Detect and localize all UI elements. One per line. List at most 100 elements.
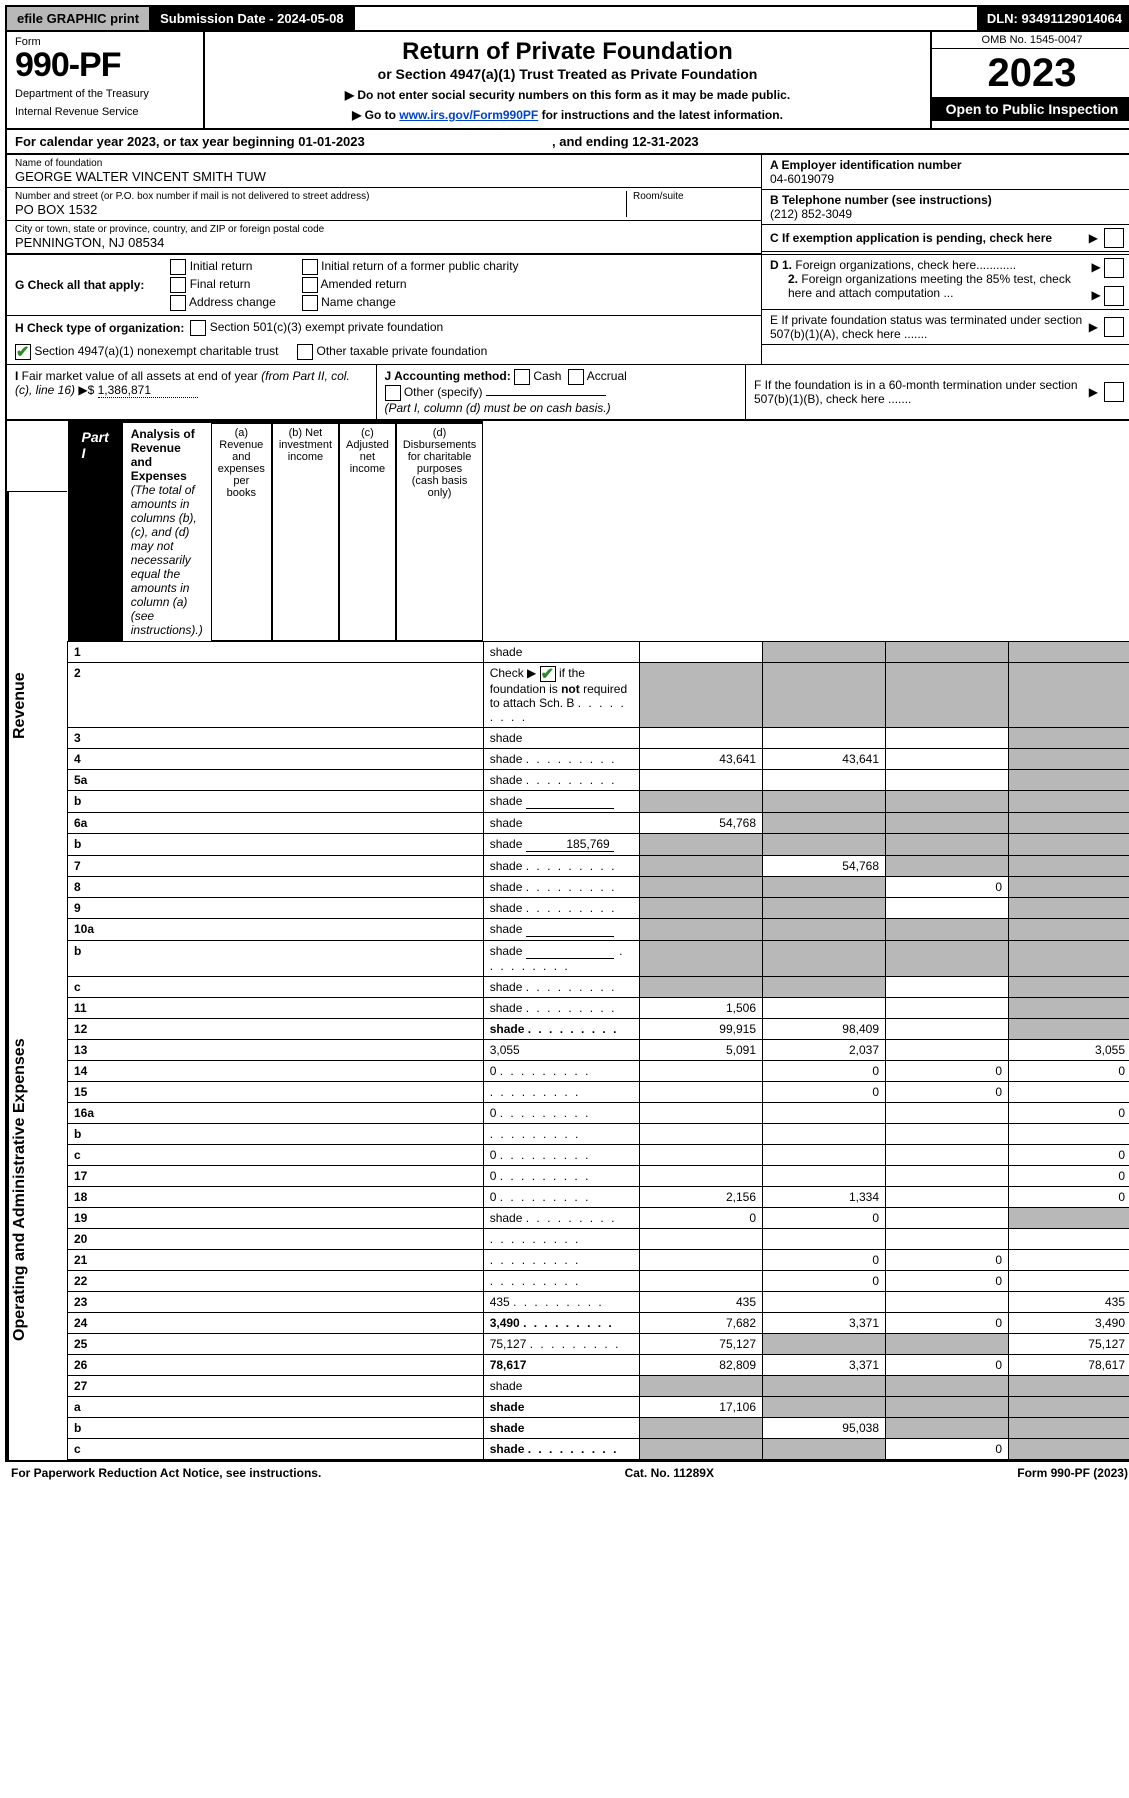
- row-desc: [483, 1229, 639, 1250]
- e-checkbox[interactable]: [1104, 317, 1124, 337]
- row-desc: shade: [483, 770, 639, 791]
- cell-b: [763, 770, 886, 791]
- f-checkbox[interactable]: [1104, 382, 1124, 402]
- row-desc: shade: [483, 919, 639, 941]
- tax-year: 2023: [932, 49, 1129, 97]
- cell-c: [886, 1145, 1009, 1166]
- phone-label: B Telephone number (see instructions): [770, 193, 1124, 207]
- row-desc: shade: [483, 749, 639, 770]
- row-num: c: [68, 977, 484, 998]
- table-row: 5ashade: [68, 770, 1129, 791]
- row-num: 24: [68, 1313, 484, 1334]
- h1-label: Section 501(c)(3) exempt private foundat…: [210, 320, 443, 334]
- cell-c: [886, 977, 1009, 998]
- cell-d: [1009, 977, 1129, 998]
- cell-a: [640, 791, 763, 813]
- cell-c: 0: [886, 1082, 1009, 1103]
- cell-d: [1009, 728, 1129, 749]
- cell-d: [1009, 1229, 1129, 1250]
- h2-checkbox[interactable]: [15, 344, 31, 360]
- table-row: 16a0 0: [68, 1103, 1129, 1124]
- cell-c: 0: [886, 877, 1009, 898]
- instructions-link[interactable]: www.irs.gov/Form990PF: [399, 108, 538, 122]
- row-num: 6a: [68, 813, 484, 834]
- g-initial-checkbox[interactable]: [170, 259, 186, 275]
- g-row: G Check all that apply: Initial return F…: [7, 255, 761, 315]
- table-row: 22 00: [68, 1271, 1129, 1292]
- h1-checkbox[interactable]: [190, 320, 206, 336]
- row-desc: 75,127: [483, 1334, 639, 1355]
- cy-mid: , and ending: [552, 134, 632, 149]
- g-name-checkbox[interactable]: [302, 295, 318, 311]
- ein-cell: A Employer identification number 04-6019…: [762, 155, 1129, 190]
- table-row: bshade 185,769: [68, 834, 1129, 856]
- table-row: 27shade: [68, 1376, 1129, 1397]
- cell-b: 0: [763, 1061, 886, 1082]
- cell-a: [640, 642, 763, 663]
- cell-b: [763, 1229, 886, 1250]
- j-cash-checkbox[interactable]: [514, 369, 530, 385]
- row-desc: 0: [483, 1145, 639, 1166]
- open-public: Open to Public Inspection: [932, 97, 1129, 121]
- cell-a: [640, 898, 763, 919]
- col-c-head: (c) Adjusted net income: [339, 423, 396, 641]
- h3-label: Other taxable private foundation: [317, 344, 488, 358]
- cell-a: [640, 856, 763, 877]
- h3-checkbox[interactable]: [297, 344, 313, 360]
- h2-label: Section 4947(a)(1) nonexempt charitable …: [34, 344, 278, 358]
- row-desc: 0: [483, 1166, 639, 1187]
- row-num: 22: [68, 1271, 484, 1292]
- row-desc: shade: [483, 642, 639, 663]
- cell-d: [1009, 663, 1129, 728]
- j-cash-label: Cash: [533, 369, 561, 383]
- cell-a: 435: [640, 1292, 763, 1313]
- cell-b: [763, 1166, 886, 1187]
- cell-d: [1009, 941, 1129, 977]
- addr-value: PO BOX 1532: [15, 202, 626, 217]
- cell-b: 1,334: [763, 1187, 886, 1208]
- row-num: 21: [68, 1250, 484, 1271]
- addr-label: Number and street (or P.O. box number if…: [15, 191, 626, 202]
- cell-a: [640, 834, 763, 856]
- cell-a: 54,768: [640, 813, 763, 834]
- table-row: 3shade: [68, 728, 1129, 749]
- row-num: 19: [68, 1208, 484, 1229]
- row-desc: 0: [483, 1103, 639, 1124]
- efile-label[interactable]: efile GRAPHIC print: [7, 7, 150, 30]
- row-num: 23: [68, 1292, 484, 1313]
- schb-checkbox[interactable]: [540, 666, 556, 682]
- table-row: 7shade 54,768: [68, 856, 1129, 877]
- d1-checkbox[interactable]: [1104, 258, 1124, 278]
- cell-a: [640, 1250, 763, 1271]
- cell-d: [1009, 813, 1129, 834]
- row-num: 2: [68, 663, 484, 728]
- row-num: b: [68, 1418, 484, 1439]
- g-former-checkbox[interactable]: [302, 259, 318, 275]
- j-accrual-checkbox[interactable]: [568, 369, 584, 385]
- j-other-checkbox[interactable]: [385, 385, 401, 401]
- row-desc: 0: [483, 1187, 639, 1208]
- g-amended-checkbox[interactable]: [302, 277, 318, 293]
- cy-begin: 01-01-2023: [298, 134, 365, 149]
- d2-checkbox[interactable]: [1104, 286, 1124, 306]
- g-amended-label: Amended return: [320, 277, 406, 291]
- cell-a: [640, 770, 763, 791]
- table-row: 10ashade: [68, 919, 1129, 941]
- c-checkbox[interactable]: [1104, 228, 1124, 248]
- row-num: 15: [68, 1082, 484, 1103]
- table-row: 2Check ▶ if the foundation is not requir…: [68, 663, 1129, 728]
- cell-d: 0: [1009, 1103, 1129, 1124]
- cell-b: 43,641: [763, 749, 886, 770]
- col-d-head: (d) Disbursements for charitable purpose…: [396, 423, 483, 641]
- phone-value: (212) 852-3049: [770, 207, 1124, 221]
- form-header: Form 990-PF Department of the Treasury I…: [5, 32, 1129, 130]
- table-row: 4shade 43,64143,641: [68, 749, 1129, 770]
- header-left: Form 990-PF Department of the Treasury I…: [7, 32, 205, 128]
- g-address-checkbox[interactable]: [170, 295, 186, 311]
- table-row: cshade 0: [68, 1439, 1129, 1460]
- cell-a: 0: [640, 1208, 763, 1229]
- footer-right: Form 990-PF (2023): [1017, 1466, 1128, 1480]
- g-final-checkbox[interactable]: [170, 277, 186, 293]
- form-note-2: ▶ Go to www.irs.gov/Form990PF for instru…: [215, 108, 920, 122]
- cell-c: [886, 898, 1009, 919]
